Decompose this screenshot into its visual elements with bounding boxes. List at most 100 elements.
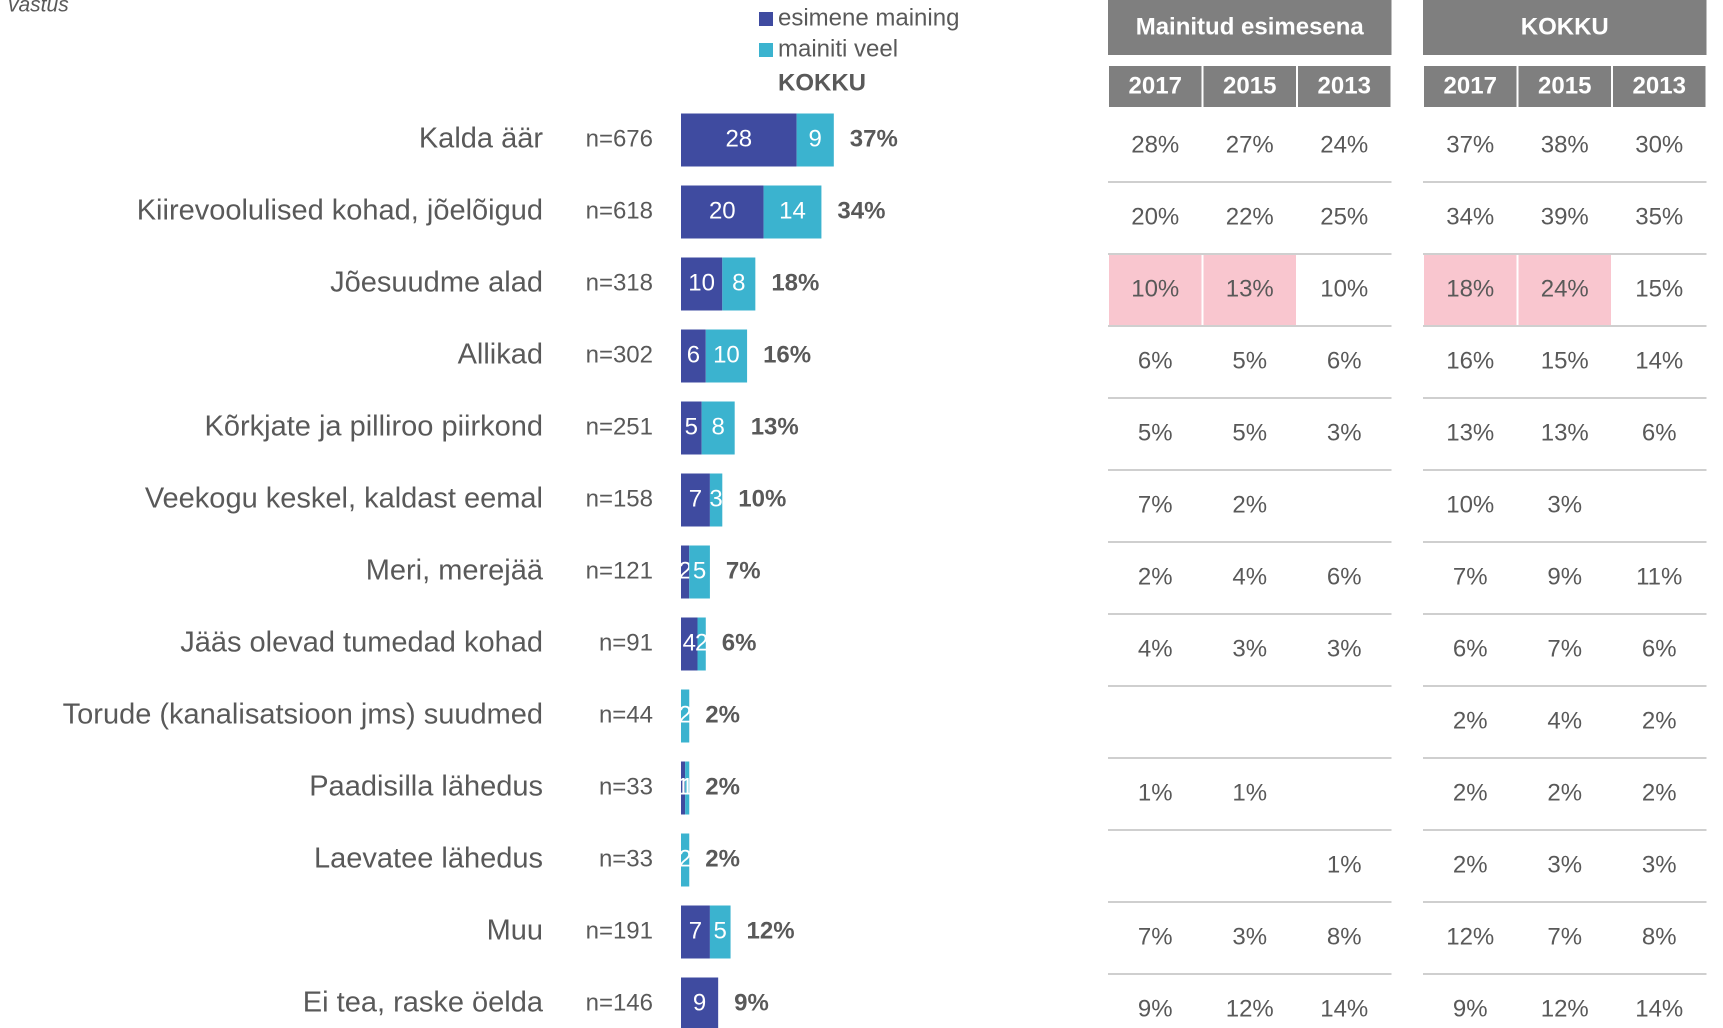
total-label: 37% [850, 125, 898, 152]
table-cell: 5% [1138, 419, 1173, 446]
table-cell: 1% [1327, 851, 1362, 878]
table-cell: 6% [1642, 419, 1677, 446]
bar-segment [681, 185, 764, 239]
table-cell: 3% [1327, 635, 1362, 662]
highlight-cell [1424, 255, 1517, 325]
bar-segment [681, 545, 690, 599]
table-cell: 10% [1131, 275, 1179, 302]
total-label: 34% [837, 197, 885, 224]
column-header: 2017 [1129, 72, 1182, 99]
table-cell: 2% [1138, 563, 1173, 590]
column-header: 2013 [1633, 72, 1686, 99]
table-cell: 3% [1547, 851, 1582, 878]
column-header: 2013 [1318, 72, 1371, 99]
table-cell: 6% [1327, 347, 1362, 374]
bar-value-label: 2 [695, 629, 708, 656]
bar-value-label: 7 [689, 485, 702, 512]
n-label: n=33 [599, 773, 653, 800]
column-header-bg [1424, 66, 1517, 107]
n-label: n=302 [586, 341, 653, 368]
table-cell: 12% [1541, 995, 1589, 1022]
n-label: n=191 [586, 917, 653, 944]
table-cell: 14% [1320, 995, 1368, 1022]
category-label: Muu [487, 915, 543, 947]
column-header-bg [1203, 66, 1296, 107]
bar-value-label: 14 [779, 197, 806, 224]
category-label: Meri, merejää [366, 555, 544, 587]
bar-segment [681, 473, 710, 527]
table-cell: 13% [1226, 275, 1274, 302]
table-cell: 11% [1636, 563, 1682, 590]
column-header: 2015 [1538, 72, 1591, 99]
table-cell: 12% [1226, 995, 1274, 1022]
bar-value-label: 1 [681, 773, 694, 800]
bar-segment [796, 113, 834, 167]
highlight-cell [1518, 255, 1611, 325]
table-cell: 8% [1642, 923, 1677, 950]
bar-value-label: 10 [688, 269, 715, 296]
bar-value-label: 9 [809, 125, 822, 152]
bar-segment [685, 761, 690, 815]
table-cell: 2% [1642, 779, 1677, 806]
n-label: n=251 [586, 413, 653, 440]
bar-segment [701, 401, 735, 455]
total-label: 2% [705, 701, 740, 728]
bar-segment [709, 905, 731, 959]
table-cell: 3% [1327, 419, 1362, 446]
table-cell: 7% [1453, 563, 1488, 590]
table-cell: 24% [1541, 275, 1589, 302]
table-cell: 25% [1320, 203, 1368, 230]
table-cell: 4% [1232, 563, 1267, 590]
highlight-cell [1203, 255, 1296, 325]
n-label: n=33 [599, 845, 653, 872]
category-label: Kalda äär [419, 123, 543, 155]
table-cell: 8% [1327, 923, 1362, 950]
category-label: Torude (kanalisatsioon jms) suudmed [63, 699, 543, 731]
table-cell: 13% [1446, 419, 1494, 446]
total-label: 10% [738, 485, 786, 512]
bar-value-label: 10 [713, 341, 740, 368]
category-label: Jääs olevad tumedad kohad [180, 627, 543, 659]
category-label: Paadisilla lähedus [309, 771, 543, 803]
bar-value-label: 3 [709, 485, 722, 512]
bar-value-label: 4 [683, 629, 696, 656]
category-label: Laevatee lähedus [314, 843, 543, 875]
bar-segment [689, 545, 710, 599]
bar-value-label: 6 [687, 341, 700, 368]
table-cell: 4% [1547, 707, 1582, 734]
table-cell: 9% [1453, 995, 1488, 1022]
bar-value-label: 2 [678, 845, 691, 872]
header-note: vastus [8, 0, 69, 17]
n-label: n=146 [586, 989, 653, 1016]
column-header: 2017 [1444, 72, 1497, 99]
table-cell: 22% [1226, 203, 1274, 230]
bar-segment [681, 257, 723, 311]
table-cell: 2% [1453, 851, 1488, 878]
table-cell: 9% [1547, 563, 1582, 590]
table-title-bg [1423, 0, 1707, 55]
table-cell: 6% [1642, 635, 1677, 662]
table-cell: 14% [1635, 995, 1683, 1022]
bar-value-label: 5 [685, 413, 698, 440]
table-cell: 7% [1547, 923, 1582, 950]
bar-segment [681, 617, 698, 671]
n-label: n=91 [599, 629, 653, 656]
table-cell: 2% [1642, 707, 1677, 734]
bar-segment [681, 761, 686, 815]
table-cell: 1% [1232, 779, 1267, 806]
n-label: n=44 [599, 701, 653, 728]
table-cell: 5% [1232, 419, 1267, 446]
bar-segment [681, 113, 797, 167]
bar-segment [709, 473, 723, 527]
table-title: KOKKU [1521, 13, 1609, 40]
table-cell: 24% [1320, 131, 1368, 158]
table-cell: 34% [1446, 203, 1494, 230]
table-cell: 20% [1131, 203, 1179, 230]
table-cell: 3% [1547, 491, 1582, 518]
legend-label: esimene maining [778, 4, 959, 31]
table-cell: 15% [1541, 347, 1589, 374]
column-header-bg [1613, 66, 1706, 107]
bar-value-label: 2 [678, 557, 691, 584]
table-cell: 5% [1232, 347, 1267, 374]
